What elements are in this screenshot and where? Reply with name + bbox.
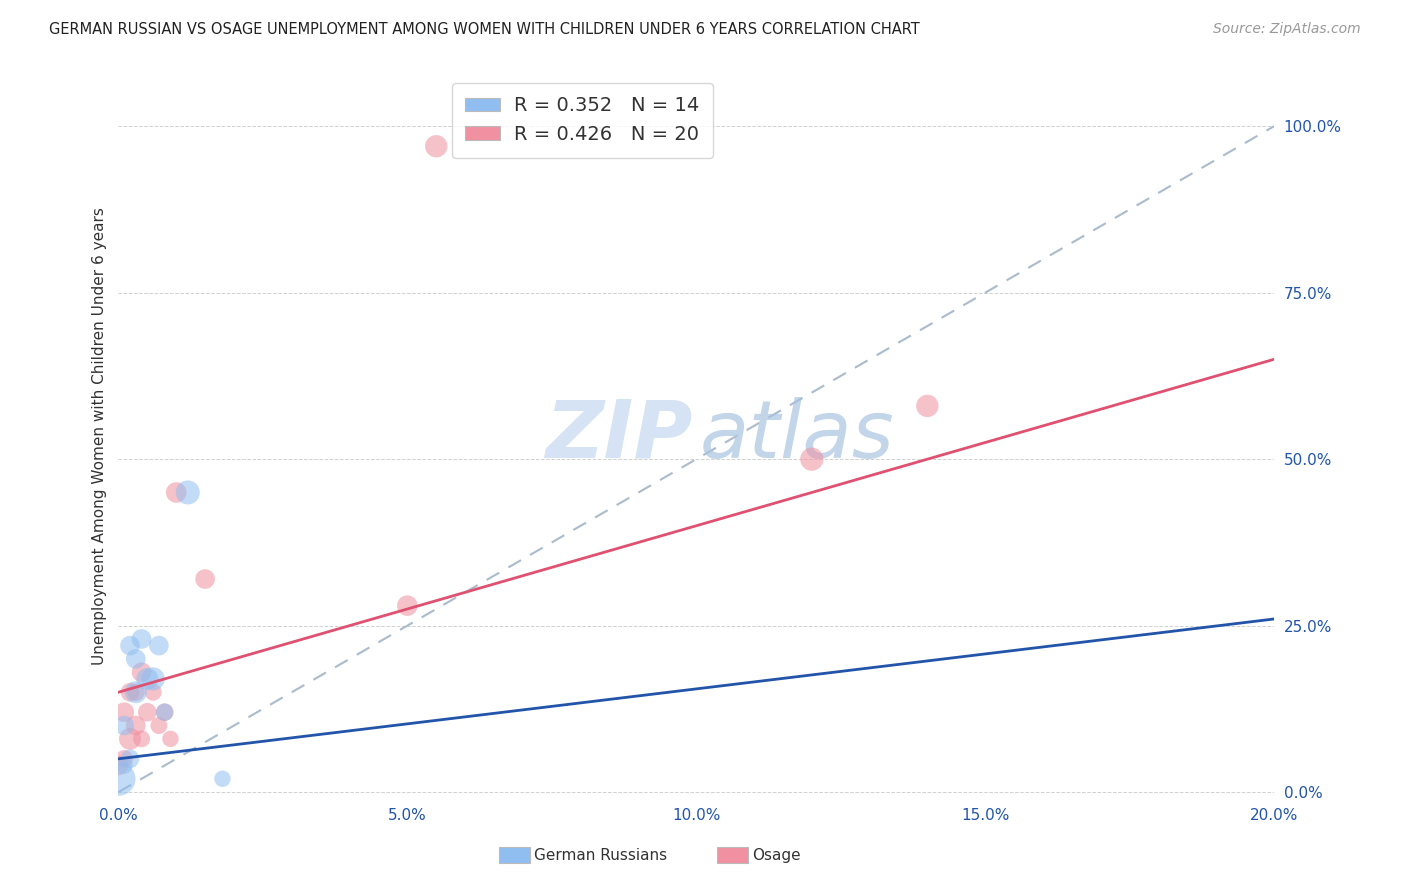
Point [112, 758, 135, 772]
Point [125, 685, 148, 699]
Text: Osage: Osage [752, 848, 801, 863]
Point [148, 718, 170, 732]
Y-axis label: Unemployment Among Women with Children Under 6 years: Unemployment Among Women with Children U… [93, 207, 107, 665]
Point [917, 399, 939, 413]
Point [107, 758, 129, 772]
Point [142, 672, 165, 686]
Point [177, 485, 200, 500]
Point [131, 665, 153, 680]
Point [112, 705, 135, 719]
Point [125, 652, 148, 666]
Point [112, 718, 135, 732]
Point [142, 685, 165, 699]
Point [136, 672, 159, 686]
Text: Source: ZipAtlas.com: Source: ZipAtlas.com [1213, 22, 1361, 37]
Point [194, 572, 217, 586]
Point [153, 705, 176, 719]
Point [125, 685, 148, 699]
Point [153, 705, 176, 719]
Text: atlas: atlas [700, 397, 894, 475]
Text: German Russians: German Russians [534, 848, 668, 863]
Point [118, 752, 141, 766]
Text: GERMAN RUSSIAN VS OSAGE UNEMPLOYMENT AMONG WOMEN WITH CHILDREN UNDER 6 YEARS COR: GERMAN RUSSIAN VS OSAGE UNEMPLOYMENT AMO… [49, 22, 920, 37]
Point [165, 485, 187, 500]
Legend: R = 0.352   N = 14, R = 0.426   N = 20: R = 0.352 N = 14, R = 0.426 N = 20 [451, 83, 713, 158]
Point [118, 639, 141, 653]
Point [159, 731, 181, 746]
Point [211, 772, 233, 786]
Point [112, 752, 135, 766]
Point [131, 632, 153, 646]
Point [125, 718, 148, 732]
Point [800, 452, 823, 467]
Point [396, 599, 419, 613]
Point [118, 731, 141, 746]
Point [136, 705, 159, 719]
Point [131, 731, 153, 746]
Point [425, 139, 447, 153]
Point [107, 772, 129, 786]
Text: ZIP: ZIP [546, 397, 693, 475]
Point [118, 685, 141, 699]
Point [148, 639, 170, 653]
